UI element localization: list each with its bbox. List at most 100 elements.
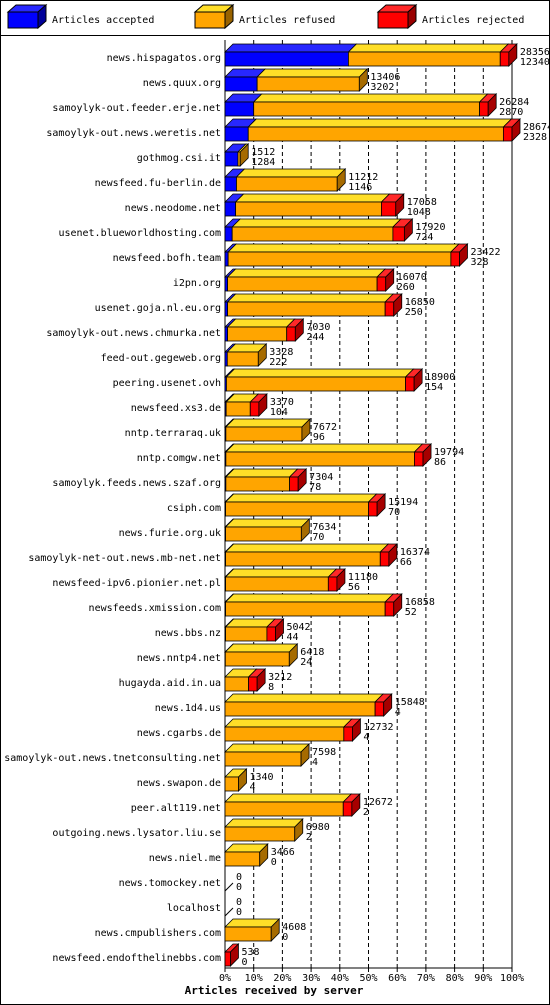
y-tick-label: news.quux.org bbox=[143, 78, 221, 89]
bar bbox=[327, 576, 338, 592]
bar bbox=[225, 576, 329, 592]
y-tick-label: news.tomockey.net bbox=[119, 878, 221, 889]
bar bbox=[236, 176, 338, 192]
y-tick-label: peering.usenet.ovh bbox=[113, 378, 221, 389]
total-label: 7672 bbox=[313, 422, 337, 433]
bar bbox=[224, 176, 237, 192]
bar bbox=[224, 926, 272, 942]
bar-end bbox=[336, 168, 346, 192]
legend-label: Articles accepted bbox=[52, 15, 154, 26]
total-label: 3370 bbox=[270, 397, 294, 408]
accepted-label: 70 bbox=[388, 507, 400, 518]
bar-top bbox=[224, 43, 358, 53]
bar bbox=[368, 501, 378, 517]
y-tick-label: feed-out.gegeweb.org bbox=[101, 353, 221, 364]
bar-end bbox=[395, 193, 405, 217]
bar bbox=[499, 51, 510, 67]
y-tick-label: samoylyk-out.news.chmurka.net bbox=[46, 328, 221, 339]
bar bbox=[224, 51, 349, 67]
bar bbox=[384, 301, 395, 317]
bar-top bbox=[224, 693, 385, 703]
y-tick-label: news.niel.me bbox=[149, 853, 221, 864]
accepted-label: 44 bbox=[287, 632, 299, 643]
accepted-label: 3202 bbox=[370, 82, 394, 93]
accepted-label: 724 bbox=[415, 232, 433, 243]
bar-top bbox=[247, 118, 513, 128]
bar bbox=[224, 701, 376, 717]
bar-top bbox=[224, 818, 304, 828]
y-tick-label: nntp.terraraq.uk bbox=[125, 428, 221, 439]
accepted-label: 104 bbox=[270, 407, 288, 418]
accepted-label: 4 bbox=[395, 707, 401, 718]
bar-end bbox=[230, 943, 239, 967]
accepted-label: 4 bbox=[363, 732, 369, 743]
bar-empty bbox=[224, 907, 234, 917]
accepted-label: 70 bbox=[312, 532, 324, 543]
bar-top bbox=[224, 418, 311, 428]
bar-top bbox=[224, 743, 311, 753]
y-tick-label: news.1d4.us bbox=[155, 703, 221, 714]
y-tick-label: news.cgarbs.de bbox=[137, 728, 221, 739]
bar-end bbox=[301, 418, 311, 442]
total-label: 5042 bbox=[287, 622, 311, 633]
total-label: 23422 bbox=[470, 247, 500, 258]
x-tick-label: 20% bbox=[273, 973, 291, 984]
y-tick-label: news.swapon.de bbox=[137, 778, 221, 789]
bar-top bbox=[234, 193, 391, 203]
bar bbox=[224, 201, 237, 217]
accepted-label: 328 bbox=[470, 257, 488, 268]
x-tick-label: 10% bbox=[245, 973, 263, 984]
bar bbox=[381, 201, 397, 217]
accepted-label: 66 bbox=[400, 557, 412, 568]
bar-end bbox=[413, 368, 423, 392]
bar-top bbox=[226, 268, 387, 278]
bar bbox=[224, 951, 231, 967]
bar bbox=[256, 76, 360, 92]
bar-top bbox=[226, 293, 395, 303]
accepted-label: 2870 bbox=[499, 107, 523, 118]
y-tick-label: hugayda.aid.in.ua bbox=[119, 678, 221, 689]
total-label: 3328 bbox=[269, 347, 293, 358]
bar-end bbox=[487, 93, 497, 117]
total-label: 3466 bbox=[271, 847, 295, 858]
y-tick-label: samoylyk.feeds.news.szaf.org bbox=[52, 478, 221, 489]
y-tick-label: news.neodome.net bbox=[125, 203, 221, 214]
bar-end bbox=[259, 843, 269, 867]
total-label: 26284 bbox=[499, 97, 529, 108]
bar-end bbox=[393, 593, 403, 617]
bar bbox=[479, 101, 489, 117]
total-label: 538 bbox=[241, 947, 259, 958]
bar bbox=[225, 451, 415, 467]
bar-end bbox=[297, 468, 307, 492]
bar-top bbox=[224, 543, 390, 553]
bar-end bbox=[258, 393, 268, 417]
bar bbox=[225, 401, 251, 417]
accepted-label: 56 bbox=[348, 582, 360, 593]
bar-end bbox=[238, 768, 247, 792]
bar-end bbox=[352, 718, 361, 742]
y-tick-label: newsfeed.xs3.de bbox=[131, 403, 221, 414]
total-label: 1512 bbox=[251, 147, 275, 158]
x-tick-label: 60% bbox=[388, 973, 406, 984]
total-label: 16374 bbox=[400, 547, 430, 558]
bar-top bbox=[256, 68, 369, 78]
accepted-label: 1146 bbox=[348, 182, 372, 193]
accepted-label: 4 bbox=[312, 757, 318, 768]
bar bbox=[224, 151, 239, 167]
y-tick-label: news.furie.org.uk bbox=[119, 528, 221, 539]
bar bbox=[414, 451, 424, 467]
bar bbox=[225, 626, 268, 642]
bar bbox=[289, 476, 299, 492]
accepted-label: 86 bbox=[434, 457, 446, 468]
total-label: 4608 bbox=[282, 922, 306, 933]
bar-top bbox=[224, 468, 299, 478]
bar-top bbox=[235, 168, 347, 178]
bar-top bbox=[226, 318, 296, 328]
bar bbox=[227, 276, 378, 292]
y-tick-label: peer.alt119.net bbox=[131, 803, 221, 814]
bar-end bbox=[336, 568, 346, 592]
bar-end bbox=[403, 218, 413, 242]
legend-swatch bbox=[7, 11, 39, 29]
total-label: 0 bbox=[236, 872, 242, 883]
bar bbox=[225, 501, 369, 517]
